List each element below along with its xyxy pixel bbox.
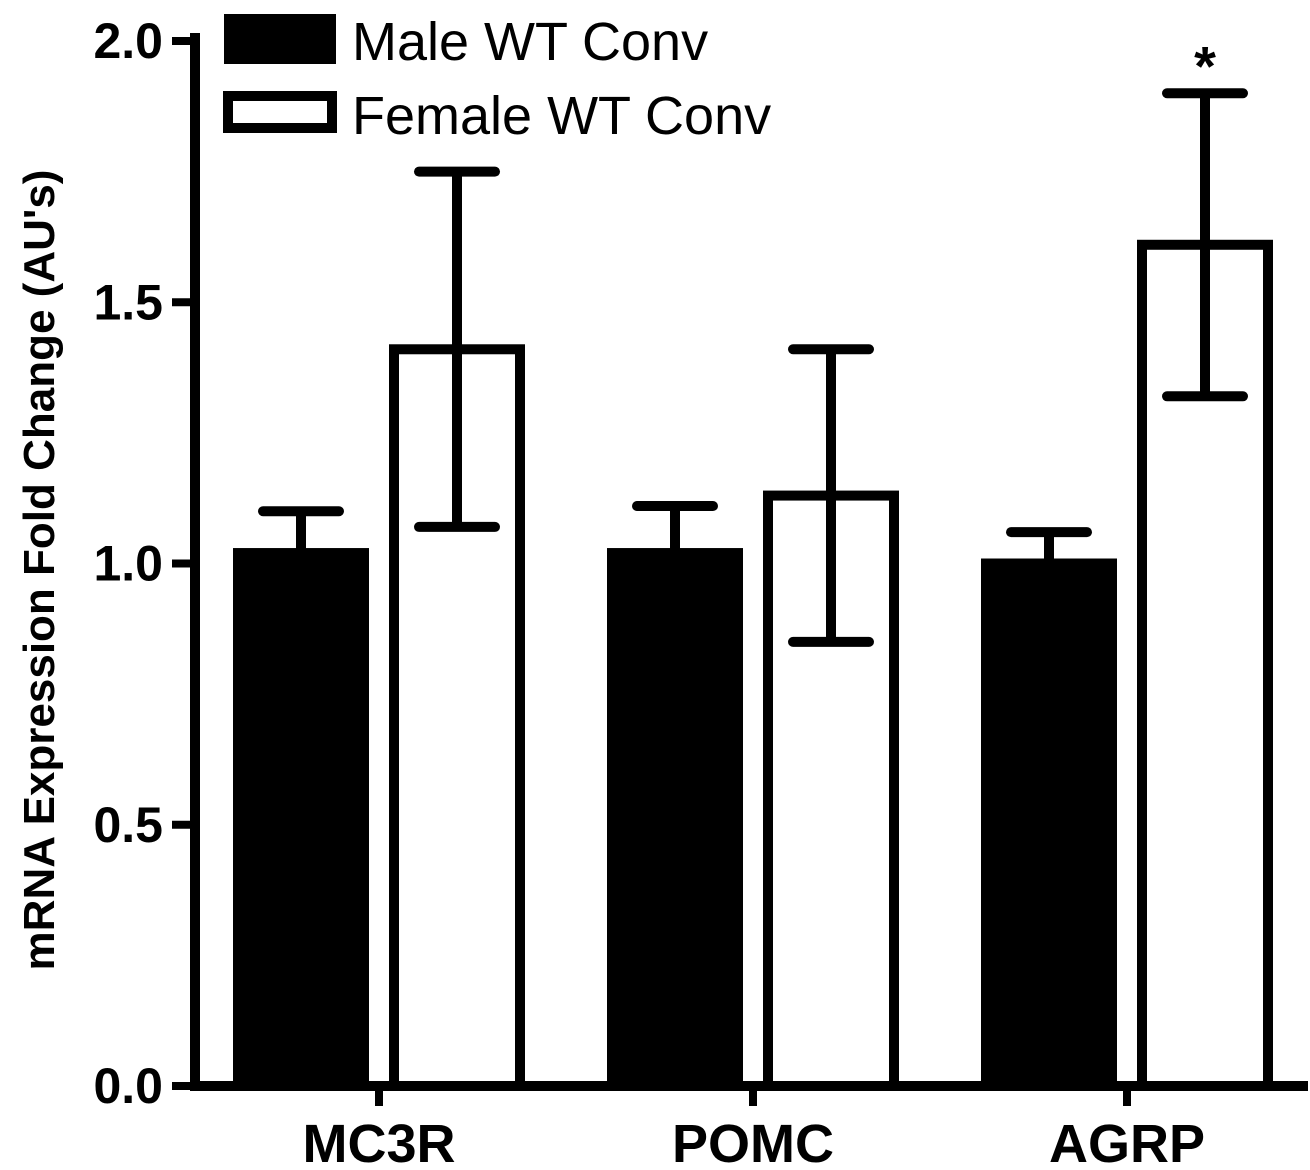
y-tick-label: 2.0 [93, 13, 163, 69]
bars-layer [233, 239, 1273, 1091]
legend: Male WT Conv Female WT Conv [223, 12, 771, 146]
y-tick-label: 1.0 [93, 536, 163, 592]
significance-asterisk: * [1194, 34, 1216, 97]
y-tick-label: 1.5 [93, 274, 163, 330]
error-bars-layer [258, 88, 1248, 647]
legend-swatch-female [223, 91, 337, 133]
legend-label-female: Female WT Conv [352, 86, 771, 146]
legend-label-male: Male WT Conv [352, 12, 708, 72]
bar-agrp-male [981, 558, 1117, 1091]
legend-swatch-male [224, 14, 336, 64]
x-ticks-layer: MC3R POMC AGRP [302, 1086, 1205, 1170]
annotations-layer: * [1194, 34, 1216, 97]
x-tick-label-mc3r: MC3R [302, 1114, 455, 1170]
x-tick-label-pomc: POMC [672, 1114, 834, 1170]
y-tick-label: 0.5 [93, 797, 163, 853]
y-ticks-layer: 0.0 0.5 1.0 1.5 2.0 [93, 13, 195, 1114]
x-tick-label-agrp: AGRP [1049, 1114, 1205, 1170]
y-axis-title: mRNA Expression Fold Change (AU's) [15, 170, 64, 971]
bar-mc3r-male [233, 548, 369, 1091]
bar-pomc-male [607, 548, 743, 1091]
y-tick-label: 0.0 [93, 1058, 163, 1114]
